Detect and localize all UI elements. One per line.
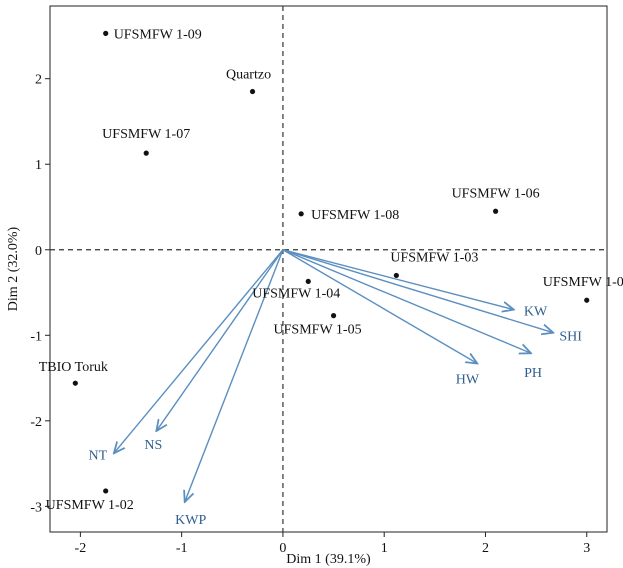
vector-arrow-hw: [282, 249, 477, 364]
loading-vectors: KW SHI PH HW NT NS KWP: [88, 249, 582, 528]
point-label: UFSMFW 1-05: [274, 323, 362, 338]
score-point: [72, 380, 78, 386]
score-point: [249, 88, 256, 95]
vector-arrow-nt: [114, 249, 284, 454]
x-tick-label: 0: [279, 541, 286, 556]
score-point: [103, 488, 109, 494]
vector-arrow-kwp: [185, 249, 284, 502]
y-tick-label: -1: [30, 329, 42, 344]
x-tick-label: 3: [583, 541, 590, 556]
vector-label-ns: NS: [144, 438, 162, 453]
vector-label-hw: HW: [456, 373, 480, 388]
vector-label-kw: KW: [524, 305, 548, 320]
x-tick-label: 2: [482, 541, 489, 556]
point-label: UFSMFW 1-01: [543, 275, 623, 290]
y-tick-label: 0: [35, 244, 42, 259]
point-label: UFSMFW 1-02: [46, 498, 134, 513]
y-tick-label: -3: [30, 500, 42, 515]
vector-label-shi: SHI: [559, 330, 582, 345]
y-tick-label: -2: [30, 415, 42, 430]
vector-arrow-shi: [282, 249, 553, 333]
score-point: [298, 211, 304, 217]
point-label: UFSMFW 1-07: [102, 127, 190, 142]
x-tick-label: 1: [381, 541, 388, 556]
point-label: UFSMFW 1-08: [311, 208, 399, 223]
vector-label-nt: NT: [88, 448, 107, 463]
x-tick-label: -2: [75, 541, 87, 556]
plot-frame: [49, 5, 608, 533]
y-tick-label: 1: [35, 158, 42, 173]
vector-label-kwp: KWP: [175, 513, 206, 528]
x-tick-label: -1: [176, 541, 188, 556]
point-label: TBIO Toruk: [39, 360, 108, 375]
point-label: UFSMFW 1-09: [114, 27, 202, 42]
score-point: [393, 272, 399, 279]
score-point: [305, 278, 311, 285]
point-label: UFSMFW 1-04: [252, 286, 340, 301]
point-label: UFSMFW 1-06: [452, 186, 540, 201]
y-tick-label: 2: [35, 73, 42, 88]
score-point: [103, 30, 109, 36]
vector-label-ph: PH: [524, 366, 542, 381]
axis-ticks: -2 -1 0 1 2 3 -3 -2 -1 0 1 2: [30, 73, 590, 556]
x-axis-title: Dim 1 (39.1%): [286, 552, 371, 567]
vector-arrow-ph: [282, 249, 531, 353]
score-point: [493, 208, 499, 214]
vector-arrow-ns: [156, 249, 284, 431]
reference-lines: [50, 6, 607, 532]
score-point: [584, 297, 590, 303]
score-points: UFSMFW 1-09 Quartzo UFSMFW 1-07 UFSMFW 1-08…: [39, 27, 623, 513]
score-point: [330, 313, 337, 319]
score-point: [143, 150, 149, 156]
vector-arrow-kw: [282, 249, 514, 310]
point-label: UFSMFW 1-03: [390, 250, 478, 265]
y-axis-title: Dim 2 (32.0%): [6, 226, 21, 311]
point-label: Quartzo: [226, 68, 271, 83]
